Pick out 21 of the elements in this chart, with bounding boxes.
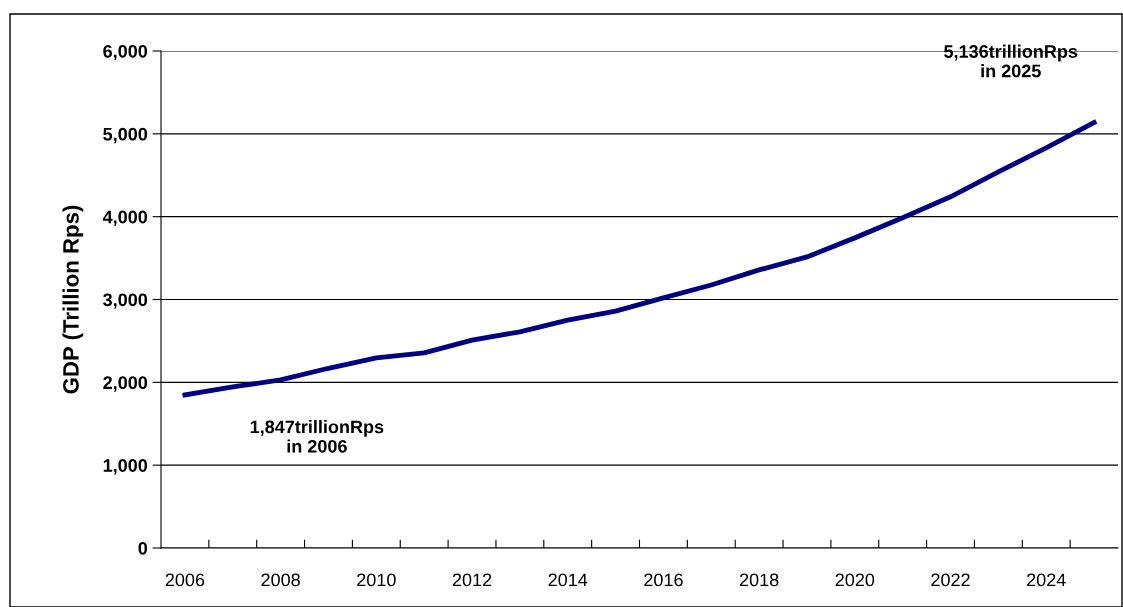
y-tick-label: 5,000	[103, 127, 148, 144]
y-tick-label: 0	[138, 541, 148, 555]
line-series	[182, 120, 1097, 398]
y-tick-label: 4,000	[102, 210, 148, 226]
annotation: 5,136trillionRps in 2025	[944, 44, 1078, 78]
y-tick-label: 2,000	[103, 376, 148, 392]
x-tick-label: 2024	[1027, 573, 1066, 587]
x-tick-label: 2018	[739, 573, 779, 587]
y-tick-label: 3,000	[103, 293, 148, 309]
x-tick-label: 2006	[165, 573, 205, 587]
y-tick-label: 1,000	[103, 459, 148, 475]
annotation: 1,847trillionRps in 2006	[250, 420, 384, 453]
x-tick-label: 2020	[835, 573, 875, 587]
x-tick-label: 2014	[548, 573, 588, 587]
x-tick-label: 2008	[261, 573, 300, 587]
x-tick-label: 2016	[644, 573, 683, 587]
x-tick-label: 2010	[357, 573, 396, 587]
y-tick-label: 6,000	[103, 44, 148, 61]
x-tick-label: 2012	[452, 573, 492, 587]
x-tick-label: 2022	[931, 573, 970, 587]
y-axis-title: GDP (Trillion Rps)	[62, 205, 84, 394]
